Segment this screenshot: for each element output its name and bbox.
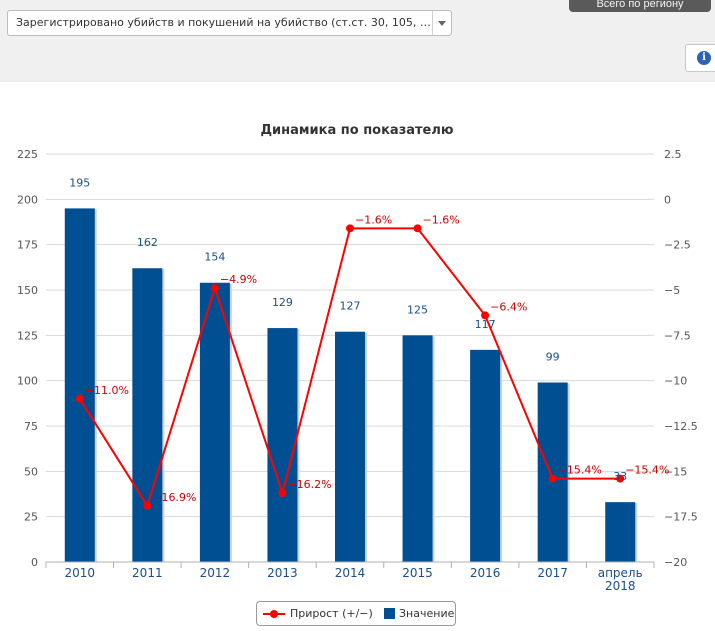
y-right-tick-label: 0 xyxy=(664,193,671,206)
info-icon: i xyxy=(697,51,711,65)
growth-data-label: −15.4% xyxy=(558,464,602,477)
x-tick-label: 2015 xyxy=(402,566,433,580)
bar xyxy=(267,328,298,562)
bar-data-label: 125 xyxy=(407,303,428,316)
y-left-tick-label: 175 xyxy=(17,239,38,252)
x-tick-label: 2010 xyxy=(65,566,96,580)
y-left-tick-label: 125 xyxy=(17,329,38,342)
bar xyxy=(199,282,230,562)
bar-data-label: 117 xyxy=(475,318,496,331)
growth-point xyxy=(210,284,219,293)
indicator-select[interactable]: Зарегистрировано убийств и покушений на … xyxy=(7,10,452,36)
growth-point xyxy=(413,224,422,233)
y-left-tick-label: 50 xyxy=(24,465,38,478)
growth-point xyxy=(548,474,557,483)
y-right-tick-label: −20 xyxy=(664,556,687,569)
growth-point xyxy=(143,501,152,510)
growth-data-label: −4.9% xyxy=(220,273,257,286)
bar-data-label: 162 xyxy=(137,236,158,249)
growth-point xyxy=(346,224,354,233)
info-button[interactable]: i xyxy=(685,44,715,72)
growth-point xyxy=(278,489,287,498)
chart-title: Динамика по показателю xyxy=(260,123,453,138)
y-left-tick-label: 75 xyxy=(24,420,38,433)
y-left-tick-label: 0 xyxy=(31,556,38,569)
growth-point xyxy=(75,394,84,403)
y-right-tick-label: −5 xyxy=(664,284,680,297)
growth-data-label: −15.4% xyxy=(625,464,669,477)
legend-item-growth[interactable]: Прирост (+/−) xyxy=(290,607,373,620)
y-left-tick-label: 200 xyxy=(17,193,38,206)
bar xyxy=(132,268,163,562)
y-left-tick-label: 25 xyxy=(24,511,38,524)
legend-bar-marker xyxy=(384,608,395,619)
y-right-tick-label: 2.5 xyxy=(664,148,682,161)
y-right-tick-label: −12.5 xyxy=(664,420,698,433)
growth-data-label: −11.0% xyxy=(85,384,129,397)
y-left-tick-label: 150 xyxy=(17,284,38,297)
bar xyxy=(605,502,636,562)
x-tick-label: 2014 xyxy=(335,566,366,580)
bar-data-label: 195 xyxy=(69,176,90,189)
toolbar: Зарегистрировано убийств и покушений на … xyxy=(0,0,715,82)
bar-data-label: 127 xyxy=(340,300,361,313)
bar-data-label: 154 xyxy=(204,251,225,264)
y-right-tick-label: −7.5 xyxy=(664,329,691,342)
bar xyxy=(64,208,95,562)
y-right-tick-label: −10 xyxy=(664,375,687,388)
y-right-tick-label: −17.5 xyxy=(664,511,698,524)
x-tick-label: 2013 xyxy=(267,566,298,580)
legend-line-dot xyxy=(270,610,278,618)
bar-data-label: 129 xyxy=(272,296,293,309)
bar xyxy=(537,382,568,562)
growth-point xyxy=(616,474,625,483)
growth-data-label: −1.6% xyxy=(355,213,392,226)
chevron-down-icon[interactable] xyxy=(432,11,451,35)
x-tick-label: апрель 2018 xyxy=(598,566,643,593)
growth-point xyxy=(481,311,490,320)
x-tick-label: 2016 xyxy=(470,566,501,580)
bar-data-label: 33 xyxy=(613,470,627,483)
x-tick-label: 2012 xyxy=(200,566,231,580)
chart-legend: Прирост (+/−) Значение xyxy=(256,601,456,626)
bar xyxy=(402,335,433,562)
growth-data-label: −6.4% xyxy=(490,300,527,313)
y-left-tick-label: 100 xyxy=(17,375,38,388)
region-button[interactable]: Всего по региону xyxy=(569,0,711,12)
y-right-tick-label: −15 xyxy=(664,465,687,478)
bar-data-label: 99 xyxy=(546,350,560,363)
x-tick-label: 2011 xyxy=(132,566,163,580)
y-left-tick-label: 225 xyxy=(17,148,38,161)
bar xyxy=(335,331,365,562)
y-right-tick-label: −2.5 xyxy=(664,239,691,252)
bar xyxy=(470,349,501,562)
legend-item-value[interactable]: Значение xyxy=(399,607,455,620)
growth-data-label: −16.2% xyxy=(287,478,331,491)
growth-data-label: −1.6% xyxy=(423,213,460,226)
x-tick-label: 2017 xyxy=(537,566,568,580)
growth-data-label: −16.9% xyxy=(152,491,196,504)
